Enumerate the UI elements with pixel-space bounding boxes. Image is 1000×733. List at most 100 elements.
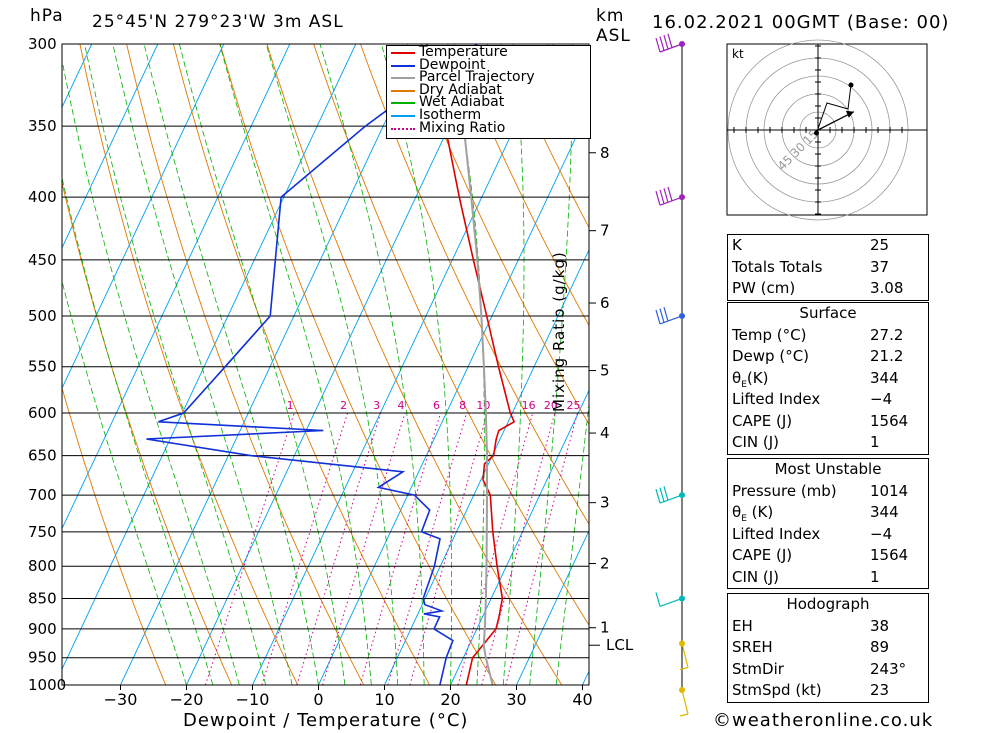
wind-barb-feather [655,309,661,325]
pressure-label: 400 [28,188,57,206]
surface-title: Surface [799,304,857,322]
wet-adiabat-line [265,44,399,685]
legend-label: Temperature [419,44,508,60]
table-row: CAPE (J) 1564 [732,411,909,430]
isotherm-line [384,248,589,685]
hodograph-table: Hodograph EH 38 SREH 89 StmDir 243° StmSpd … [727,593,929,703]
dry-adiabat-line [219,44,497,685]
wet-adiabat-line [62,58,240,685]
km-unit-label: km [596,6,625,26]
pressure-label: 1000 [28,676,66,694]
dry-adiabat-line [453,44,589,327]
wind-barb-flag [679,666,689,671]
x-tick-label: 40 [572,690,592,709]
pressure-label: 350 [28,117,57,135]
wind-barb-feather [655,488,661,504]
pressure-label: 800 [28,557,57,575]
wind-barb [655,33,683,53]
table-row: StmDir 243° [732,659,907,678]
isotherm-line [318,108,589,685]
km-tick-label: 1 [600,619,610,637]
copyright-icon: © [713,710,732,731]
pressure-label: 500 [28,307,57,325]
legend-label: Mixing Ratio [419,119,506,136]
isotherm-line [0,44,26,685]
hodograph-start-dot [814,130,819,136]
legend: Temperature Dewpoint Parcel Trajectory Dry … [386,45,591,139]
wet-adiabat-line [555,400,589,685]
location-title: 25°45'N 279°23'W 3m ASL [92,12,344,32]
asl-label: ASL [596,26,631,46]
pressure-label: 950 [28,649,57,667]
km-tick-label: 7 [600,222,610,240]
table-row: SREH 89 [732,638,890,656]
x-tick-label: 10 [374,690,394,709]
legend-swatch [391,52,415,54]
plot-frame [61,43,590,686]
wind-profile [655,33,689,717]
legend-swatch [391,114,415,117]
x-tick-label: −20 [170,690,204,709]
table-row: Pressure (mb) 1014 [732,481,909,500]
legend-swatch [391,64,415,67]
isotherm-line [120,44,423,685]
wind-barb-flag [679,713,689,717]
legend-label: Parcel Trajectory [419,69,535,86]
pressure-label: 900 [28,620,57,638]
mixing-ratio-label: 10 [476,399,490,412]
legend-swatch [391,102,415,105]
pressure-label: 700 [28,486,57,504]
legend-swatch [391,77,415,80]
mixing-ratio-line [322,412,406,685]
legend-item: Isotherm [387,108,590,122]
wet-adiabat-line [84,44,267,685]
most-unstable-title: Most Unstable [774,460,882,478]
table-row: CAPE (J) 1564 [732,546,909,564]
hodograph-unit-label: kt [732,47,744,61]
temperature-curve [426,44,516,685]
mixing-ratio-label: 6 [433,399,440,412]
isotherm-line [516,529,589,685]
table-row: Totals Totals 37 [732,257,890,276]
km-tick-label: 3 [600,494,610,512]
copyright-footer[interactable]: ©weatheronline.co.uk [713,710,933,731]
axis-ticks: −30 −20 −10 0 10 20 30 40 [104,685,593,709]
x-tick-label: 0 [313,690,323,709]
legend-swatch [391,127,415,130]
pressure-label: 600 [28,404,57,422]
mixing-ratio-label: 16 [522,399,536,412]
dry-adiabat-line [406,44,589,426]
mixing-ratio-line [261,412,349,685]
wind-barb-feather [667,186,673,202]
profile-curves [146,44,516,685]
lcl-label: LCL [606,636,634,654]
legend-item: Wet Adiabat [387,95,590,109]
mixing-ratio-label: 20 [544,399,558,412]
pressure-label: 750 [28,523,57,541]
isotherm-line [62,44,159,249]
surface-table: Surface Temp (°C) 27.2 Dewp (°C) 21.2 θE(K… [727,302,929,455]
wind-barb [655,486,683,504]
legend-label: Dewpoint [419,56,486,73]
site-link[interactable]: weatheronline.co.uk [732,710,934,731]
hodograph-title: Hodograph [786,595,870,613]
parcel-trajectory-curve [456,78,494,685]
dry-adiabat-line [62,386,167,685]
legend-item: Dewpoint [387,56,590,73]
wind-barb-feather [655,37,661,53]
mixing-ratio-label: 1 [287,399,294,412]
x-tick-label: −10 [236,690,270,709]
indices-table: K 25 Totals Totals 37 PW (cm) 3.08 [727,234,929,301]
pressure-label: 850 [28,589,57,607]
mixing-ratio-label: 25 [566,399,580,412]
dry-adiabat-line [313,44,589,627]
dry-adiabat-line [172,44,431,685]
wind-barb-shaft [681,643,689,668]
wind-barb-feather [667,33,673,48]
legend-item: Parcel Trajectory [387,69,590,86]
wind-barb-feather [663,35,669,50]
mixing-ratio-label: 8 [459,399,466,412]
table-row: θE (K) 344 [732,503,899,524]
